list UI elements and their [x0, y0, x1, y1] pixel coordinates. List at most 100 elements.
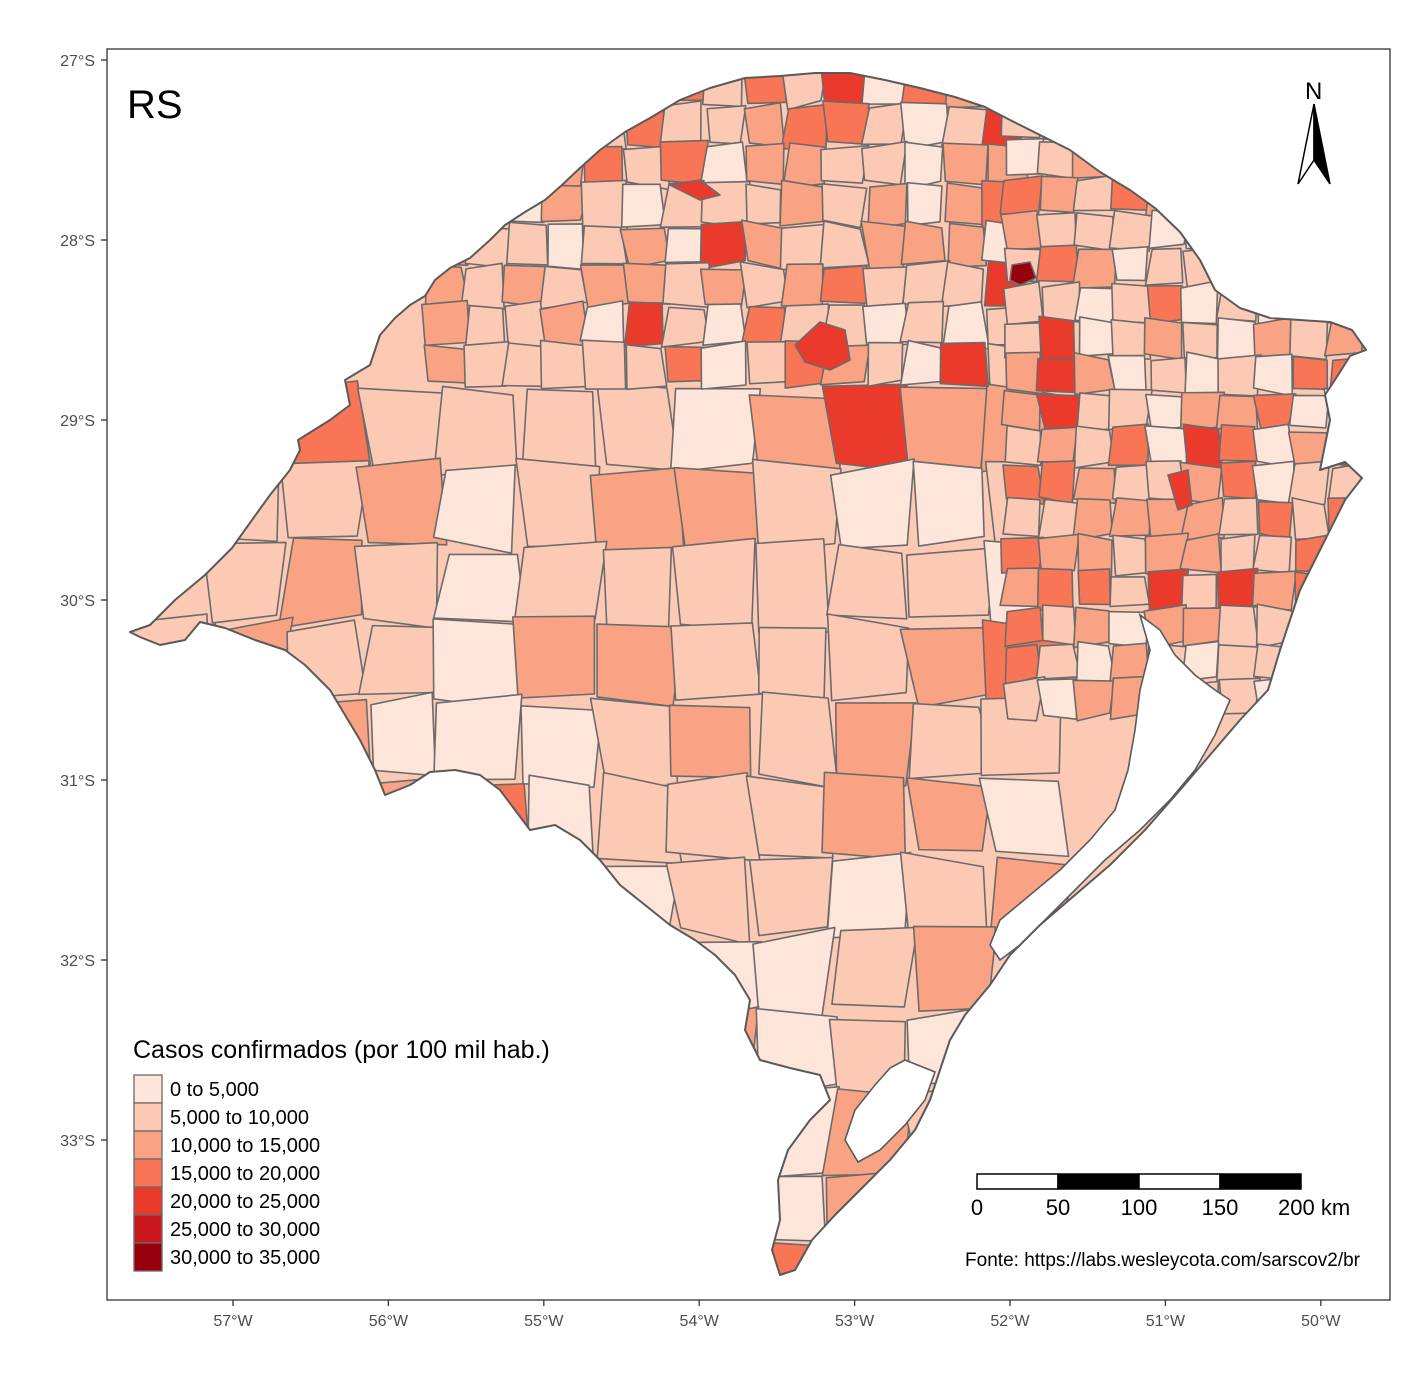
y-tick-label: 28°S — [60, 233, 95, 250]
y-tick-label: 33°S — [60, 1133, 95, 1150]
municipality — [1252, 353, 1294, 397]
legend-swatch — [133, 1130, 163, 1160]
legend-title: Casos confirmados (por 100 mil hab.) — [133, 1036, 550, 1064]
municipality — [619, 227, 671, 269]
municipality — [699, 220, 747, 270]
municipality — [780, 103, 828, 151]
municipality — [822, 100, 870, 146]
municipality — [779, 73, 829, 111]
municipality — [862, 266, 910, 308]
municipality — [739, 261, 790, 309]
municipality — [820, 144, 870, 184]
legend-label: 0 to 5,000 — [170, 1079, 259, 1101]
municipality — [1041, 281, 1081, 323]
municipality — [279, 459, 371, 539]
x-tick-label: 53°W — [835, 1313, 875, 1330]
municipality-highlight — [669, 179, 721, 201]
scale-label-150: 150 — [1202, 1195, 1239, 1220]
municipality — [826, 613, 910, 702]
x-tick-label: 55°W — [524, 1313, 564, 1330]
y-tick-label: 30°S — [60, 593, 95, 610]
municipality — [1218, 497, 1259, 536]
municipality — [912, 460, 985, 547]
x-tick-label: 51°W — [1146, 1313, 1186, 1330]
municipality — [1108, 497, 1153, 538]
municipality — [906, 181, 943, 227]
scale-segment-4 — [1219, 1173, 1302, 1190]
scale-label-50: 50 — [1046, 1195, 1070, 1220]
municipality — [942, 301, 991, 350]
municipality — [1257, 501, 1294, 541]
municipality — [1289, 316, 1329, 361]
municipality — [944, 182, 988, 226]
municipality — [1072, 679, 1116, 722]
municipality — [1220, 460, 1257, 500]
municipality — [748, 856, 834, 937]
municipality — [999, 175, 1044, 216]
municipality — [596, 623, 685, 708]
municipality — [1037, 533, 1081, 575]
municipality — [579, 300, 625, 347]
municipality — [899, 300, 945, 344]
municipality — [1041, 604, 1077, 647]
municipality — [580, 179, 628, 231]
municipality — [664, 227, 706, 264]
municipality — [826, 851, 912, 939]
municipality — [1000, 389, 1042, 432]
municipality — [745, 775, 834, 859]
municipality — [1360, 316, 1366, 361]
scale-segment-3 — [1138, 1173, 1221, 1190]
municipality — [665, 771, 761, 862]
municipality — [700, 340, 747, 390]
panel-title: RS — [127, 83, 183, 127]
municipality — [1036, 567, 1074, 612]
municipality — [1036, 678, 1078, 721]
municipality — [942, 142, 989, 186]
municipality — [356, 387, 444, 468]
x-tick-label: 54°W — [680, 1313, 720, 1330]
municipality — [860, 220, 906, 270]
municipality-highlight — [1009, 261, 1037, 286]
municipality — [821, 182, 868, 229]
municipality — [939, 341, 990, 388]
legend-swatch — [133, 1186, 163, 1216]
municipality — [1288, 394, 1330, 429]
municipality — [433, 693, 523, 781]
municipality — [904, 141, 944, 191]
municipality — [821, 771, 907, 861]
municipality — [1144, 247, 1184, 286]
municipality — [861, 140, 908, 186]
municipality — [355, 457, 448, 546]
municipality — [1035, 643, 1082, 680]
municipality — [746, 340, 790, 385]
municipality — [370, 691, 437, 777]
x-tick-label: 56°W — [369, 1313, 409, 1330]
scale-label-0: 0 — [971, 1195, 983, 1220]
municipality — [755, 537, 831, 633]
municipality — [1072, 174, 1117, 212]
municipality — [460, 262, 505, 310]
municipality — [420, 299, 471, 347]
municipality — [751, 458, 842, 553]
municipality — [779, 179, 830, 227]
municipality-highlight — [1167, 469, 1193, 511]
municipality — [625, 343, 668, 391]
municipality — [834, 702, 917, 788]
municipality — [423, 344, 470, 384]
x-tick-label: 52°W — [990, 1313, 1030, 1330]
municipality — [602, 546, 673, 629]
municipality — [547, 223, 585, 271]
municipality — [1004, 606, 1044, 648]
municipality — [1291, 497, 1331, 541]
municipality — [1216, 317, 1260, 361]
legend-swatch — [133, 1102, 163, 1132]
scale-bar: 0 50 100 150 200 km — [971, 1173, 1350, 1220]
municipality — [1073, 425, 1115, 469]
x-tick-label: 50°W — [1301, 1313, 1341, 1330]
municipality — [1216, 604, 1260, 650]
municipality — [1038, 315, 1076, 361]
municipality — [539, 339, 588, 390]
municipality — [1220, 533, 1256, 575]
municipality — [1035, 244, 1080, 283]
